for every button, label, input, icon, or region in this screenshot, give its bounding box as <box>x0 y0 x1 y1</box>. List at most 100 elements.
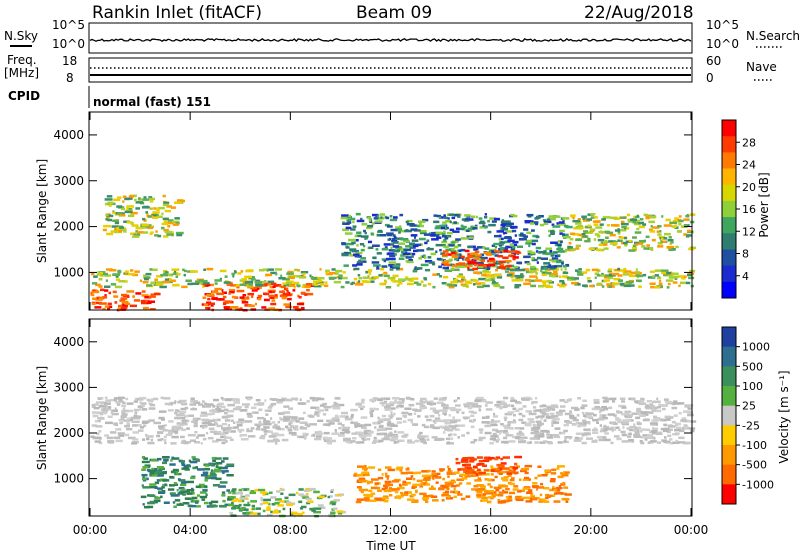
data-cell <box>285 287 289 290</box>
data-cell <box>344 417 353 421</box>
data-cell <box>460 265 468 268</box>
data-cell <box>174 483 179 486</box>
data-cell <box>496 463 501 467</box>
data-cell <box>403 433 409 437</box>
data-cell <box>376 432 382 436</box>
data-cell <box>376 234 380 237</box>
nsearch-label: N.Search <box>746 29 800 43</box>
data-cell <box>293 268 298 272</box>
data-cell <box>299 435 304 439</box>
data-cell <box>551 424 554 427</box>
data-cell <box>482 493 486 496</box>
data-cell <box>209 472 215 475</box>
data-cell <box>667 430 671 434</box>
data-cell <box>174 409 179 412</box>
data-cell <box>426 438 430 441</box>
data-cell <box>170 442 174 445</box>
data-cell <box>604 432 609 435</box>
data-cell <box>462 258 465 261</box>
velocity-data-layer <box>90 396 697 518</box>
data-cell <box>282 282 291 285</box>
data-cell <box>540 267 549 270</box>
data-cell <box>644 418 649 421</box>
data-cell <box>362 473 370 477</box>
data-cell <box>162 456 170 459</box>
data-cell <box>356 263 363 266</box>
data-cell <box>578 424 587 427</box>
data-cell <box>563 265 567 268</box>
data-cell <box>674 277 678 280</box>
data-cell <box>473 465 478 469</box>
data-cell <box>458 482 463 485</box>
data-cell <box>479 226 486 229</box>
data-cell <box>540 257 548 260</box>
data-cell <box>411 255 414 258</box>
data-cell <box>332 417 338 420</box>
data-cell <box>489 485 493 489</box>
data-cell <box>488 500 492 504</box>
data-cell <box>269 285 274 289</box>
data-cell <box>105 268 113 271</box>
data-cell <box>462 284 469 287</box>
data-cell <box>208 302 215 305</box>
data-cell <box>318 279 323 283</box>
data-cell <box>145 433 148 437</box>
data-cell <box>376 267 380 270</box>
data-cell <box>621 412 629 416</box>
data-cell <box>519 478 522 481</box>
data-cell <box>518 440 526 444</box>
data-cell <box>505 487 510 491</box>
data-cell <box>572 219 581 223</box>
data-cell <box>104 305 111 308</box>
data-cell <box>524 220 531 223</box>
data-cell <box>534 222 539 226</box>
data-cell <box>639 218 644 221</box>
data-cell <box>288 431 297 435</box>
data-cell <box>463 403 470 406</box>
data-cell <box>210 500 219 504</box>
data-cell <box>484 431 492 435</box>
data-cell <box>404 407 412 410</box>
data-cell <box>174 425 182 428</box>
data-cell <box>183 480 188 484</box>
data-cell <box>456 484 460 487</box>
data-cell <box>431 238 439 241</box>
nsearch-tick-top: 10^5 <box>706 18 739 32</box>
data-cell <box>265 413 269 416</box>
data-cell <box>193 424 198 428</box>
colorbar-tick-label: -100 <box>742 439 767 452</box>
data-cell <box>468 261 476 264</box>
data-cell <box>189 270 198 273</box>
data-cell <box>475 473 479 476</box>
data-cell <box>524 496 531 500</box>
data-cell <box>107 406 112 409</box>
data-cell <box>329 502 334 505</box>
data-cell <box>624 244 628 247</box>
data-cell <box>91 404 95 407</box>
data-cell <box>426 239 430 242</box>
data-cell <box>446 441 450 444</box>
data-cell <box>636 409 642 413</box>
data-cell <box>379 401 387 405</box>
data-cell <box>526 441 532 445</box>
data-cell <box>460 473 468 477</box>
data-cell <box>544 413 550 416</box>
data-cell <box>239 434 247 437</box>
data-cell <box>408 403 415 407</box>
data-cell <box>602 436 606 439</box>
data-cell <box>141 223 149 227</box>
data-cell <box>427 469 431 473</box>
data-cell <box>452 264 457 268</box>
data-cell <box>453 433 457 436</box>
data-cell <box>607 413 615 416</box>
data-cell <box>192 457 197 461</box>
data-cell <box>368 480 374 484</box>
data-cell <box>278 412 285 415</box>
data-cell <box>482 473 490 476</box>
data-cell <box>546 494 553 497</box>
data-cell <box>386 257 393 261</box>
data-cell <box>529 275 537 278</box>
data-cell <box>620 220 625 224</box>
data-cell <box>143 424 147 427</box>
data-cell <box>384 472 388 476</box>
